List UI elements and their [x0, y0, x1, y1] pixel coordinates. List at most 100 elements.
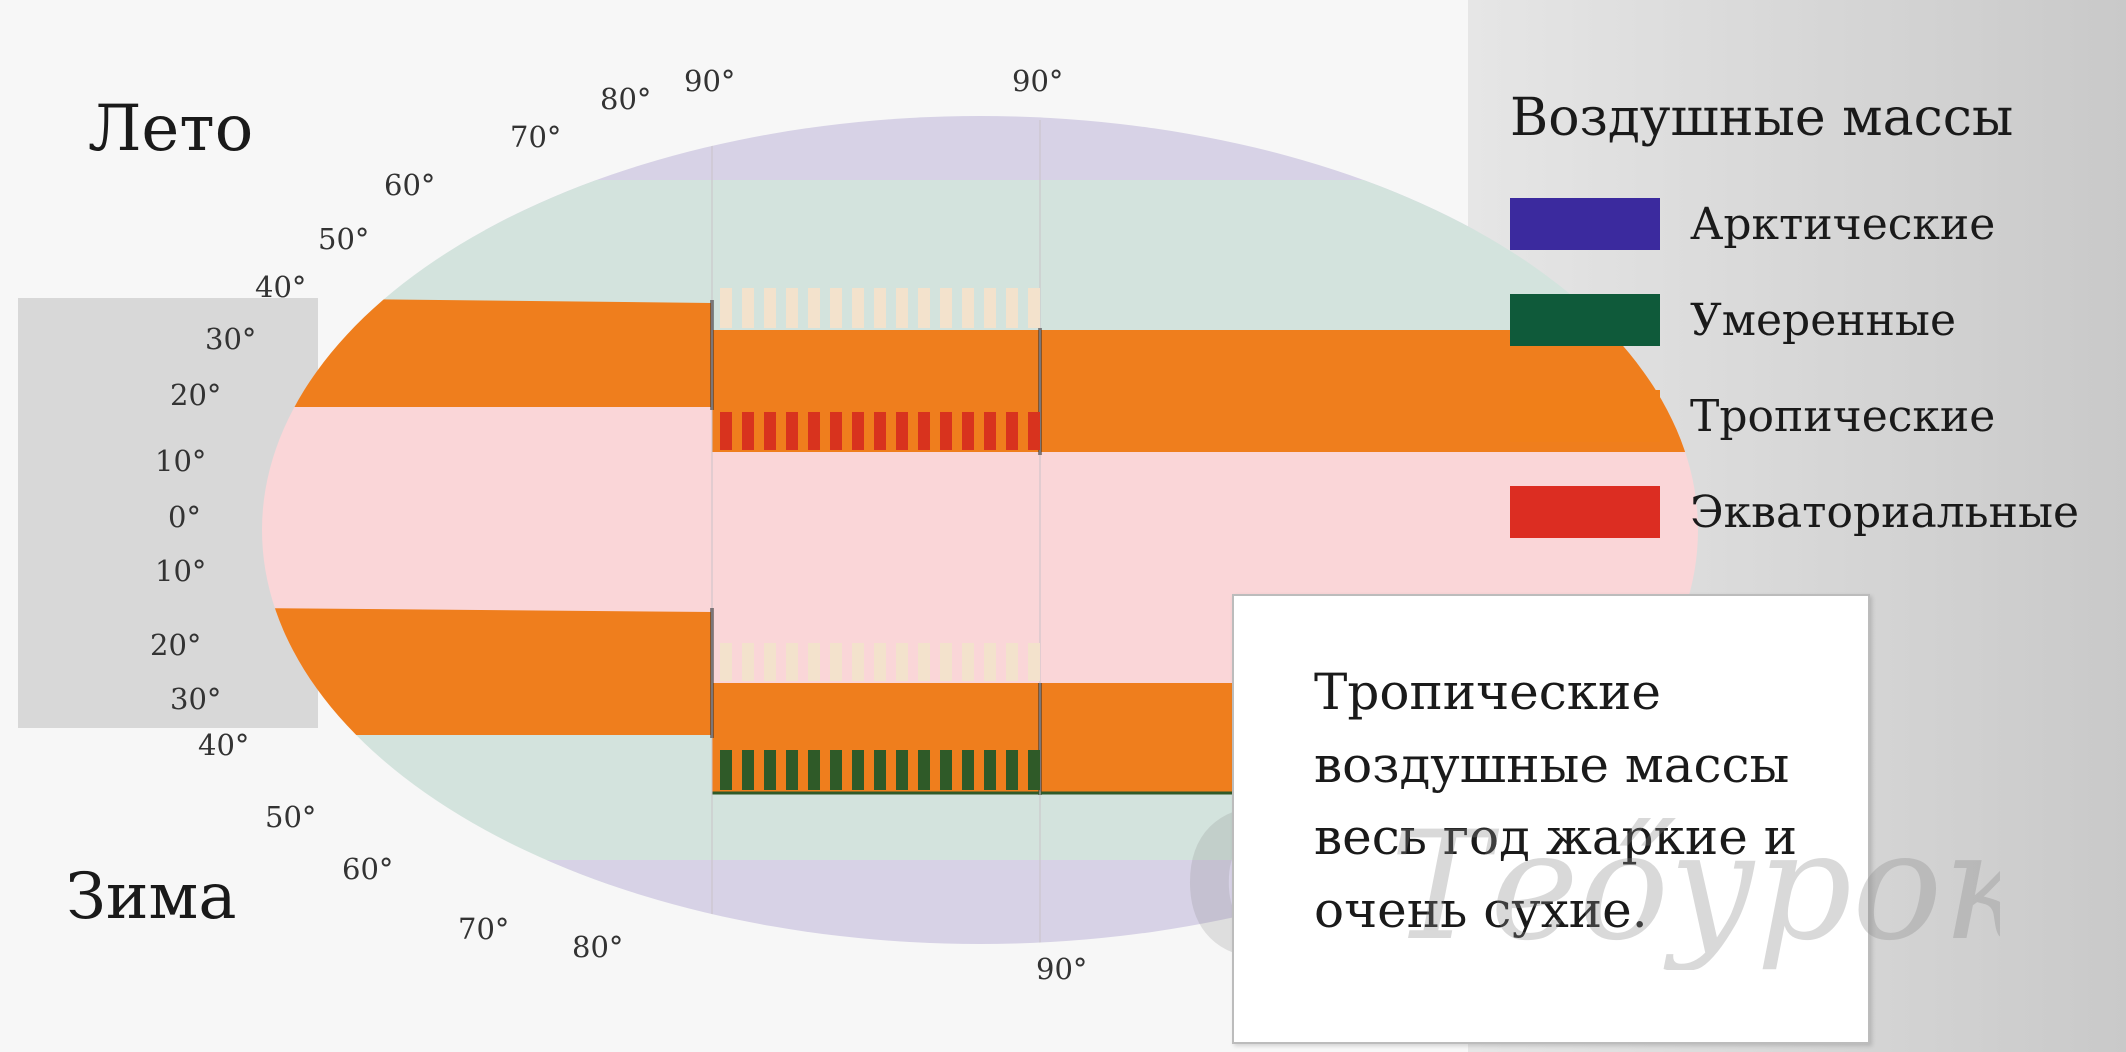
latitude-label: 90°: [1036, 952, 1088, 986]
transition-stripe-temperate: [962, 750, 974, 790]
transition-stripe-light: [918, 288, 930, 328]
legend-title: Воздушные массы: [1510, 88, 2014, 148]
transition-stripe-temperate: [786, 750, 798, 790]
latitude-label: 50°: [265, 800, 317, 834]
transition-stripe-equatorial: [764, 412, 776, 450]
transition-stripe-light: [1028, 643, 1040, 681]
transition-stripe-light: [764, 288, 776, 328]
transition-stripe-light: [896, 288, 908, 328]
transition-stripe-light: [808, 643, 820, 681]
latitude-label: 40°: [198, 728, 250, 762]
legend: Воздушные массы Арктические Умеренные Тр…: [1510, 88, 2079, 560]
legend-item-temperate: Умеренные: [1510, 272, 2079, 368]
latitude-label: 80°: [572, 930, 624, 964]
transition-stripe-equatorial: [962, 412, 974, 450]
legend-swatch-tropical: [1510, 390, 1660, 442]
transition-stripe-light: [962, 643, 974, 681]
latitude-label: 70°: [458, 912, 510, 946]
transition-stripe-light: [720, 288, 732, 328]
latitude-label: 20°: [150, 628, 202, 662]
latitude-label: 90°: [1012, 64, 1064, 98]
transition-stripe-temperate: [830, 750, 842, 790]
transition-stripe-temperate: [874, 750, 886, 790]
latitude-label: 80°: [600, 82, 652, 116]
transition-stripe-light: [786, 643, 798, 681]
transition-stripe-light: [720, 643, 732, 681]
legend-item-arctic: Арктические: [1510, 176, 2079, 272]
transition-stripe-temperate: [808, 750, 820, 790]
transition-stripe-light: [764, 643, 776, 681]
transition-stripe-light: [742, 288, 754, 328]
transition-stripe-equatorial: [830, 412, 842, 450]
transition-stripe-light: [1006, 288, 1018, 328]
legend-swatch-equatorial: [1510, 486, 1660, 538]
transition-stripe-light: [940, 288, 952, 328]
latitude-label: 90°: [684, 64, 736, 98]
transition-stripe-equatorial: [852, 412, 864, 450]
legend-label-arctic: Арктические: [1690, 198, 1996, 250]
transition-stripe-light: [786, 288, 798, 328]
transition-stripe-equatorial: [896, 412, 908, 450]
transition-stripe-equatorial: [808, 412, 820, 450]
transition-stripe-temperate: [940, 750, 952, 790]
latitude-label: 50°: [318, 222, 370, 256]
transition-stripe-temperate: [852, 750, 864, 790]
legend-label-equatorial: Экваториальные: [1690, 486, 2080, 538]
transition-stripe-light: [830, 288, 842, 328]
transition-stripe-equatorial: [786, 412, 798, 450]
latitude-label: 40°: [255, 270, 307, 304]
transition-stripe-light: [742, 643, 754, 681]
tropical-band-summer: [262, 298, 1698, 452]
transition-stripe-light: [852, 288, 864, 328]
transition-stripe-light: [962, 288, 974, 328]
latitude-label: 70°: [510, 120, 562, 154]
latitude-label: 60°: [342, 852, 394, 886]
transition-stripe-light: [874, 288, 886, 328]
transition-stripe-light: [984, 643, 996, 681]
info-note-box: Тропические воздушные массы весь год жар…: [1232, 594, 1870, 1044]
transition-stripe-light: [852, 643, 864, 681]
transition-stripe-light: [984, 288, 996, 328]
transition-stripe-temperate: [720, 750, 732, 790]
transition-stripe-equatorial: [918, 412, 930, 450]
transition-stripe-light: [808, 288, 820, 328]
transition-stripe-temperate: [1028, 750, 1040, 790]
transition-stripe-temperate: [742, 750, 754, 790]
latitude-label: 10°: [155, 444, 207, 478]
legend-swatch-temperate: [1510, 294, 1660, 346]
latitude-label: 60°: [384, 168, 436, 202]
legend-item-tropical: Тропические: [1510, 368, 2079, 464]
transition-stripe-equatorial: [720, 412, 732, 450]
transition-stripe-equatorial: [742, 412, 754, 450]
legend-item-equatorial: Экваториальные: [1510, 464, 2079, 560]
transition-stripe-equatorial: [940, 412, 952, 450]
transition-stripe-light: [830, 643, 842, 681]
transition-stripe-light: [1006, 643, 1018, 681]
summer-label: Лето: [88, 92, 254, 166]
winter-label: Зима: [66, 860, 237, 934]
transition-stripe-temperate: [896, 750, 908, 790]
transition-stripe-temperate: [764, 750, 776, 790]
transition-stripe-temperate: [918, 750, 930, 790]
legend-label-tropical: Тропические: [1690, 390, 1996, 442]
transition-stripe-temperate: [1006, 750, 1018, 790]
transition-stripe-light: [874, 643, 886, 681]
latitude-label: 0°: [168, 500, 201, 534]
latitude-label: 30°: [170, 682, 222, 716]
transition-stripe-light: [918, 643, 930, 681]
transition-stripe-light: [1028, 288, 1040, 328]
transition-stripe-light: [940, 643, 952, 681]
latitude-label: 30°: [205, 322, 257, 356]
transition-stripe-equatorial: [1028, 412, 1040, 450]
legend-swatch-arctic: [1510, 198, 1660, 250]
info-note-text: Тропические воздушные массы весь год жар…: [1314, 663, 1798, 939]
transition-stripe-equatorial: [984, 412, 996, 450]
transition-stripe-equatorial: [1006, 412, 1018, 450]
transition-stripe-temperate: [984, 750, 996, 790]
legend-label-temperate: Умеренные: [1690, 294, 1956, 346]
transition-stripe-equatorial: [874, 412, 886, 450]
transition-stripe-light: [896, 643, 908, 681]
latitude-label: 20°: [170, 378, 222, 412]
latitude-label: 10°: [155, 554, 207, 588]
